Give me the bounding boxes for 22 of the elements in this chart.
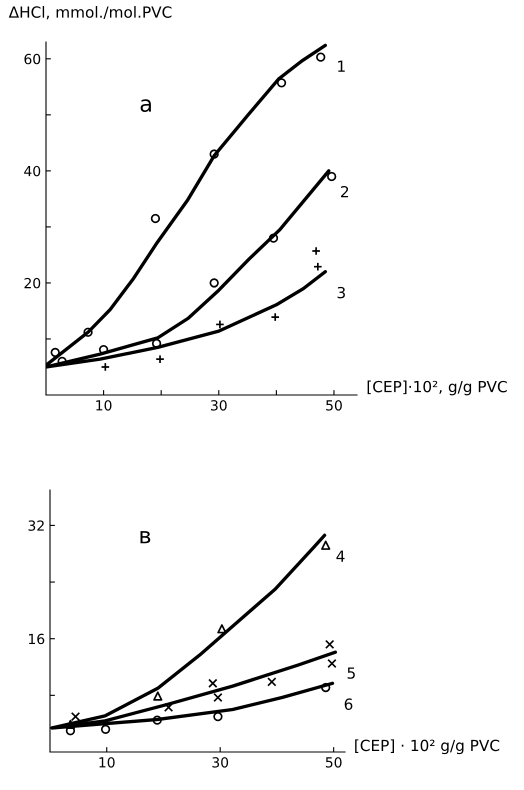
text: 5 xyxy=(348,667,355,679)
x-axis-title: [CEP] · 10² g/g PVC xyxy=(355,739,500,754)
y-tick-label: 16 xyxy=(28,634,44,644)
x-tick-label: 50 xyxy=(326,400,342,411)
annotation: a xyxy=(140,99,151,112)
y-tick-label: 20 xyxy=(24,278,40,288)
x-tick-label: 10 xyxy=(99,757,115,768)
annotation: 3 xyxy=(338,286,345,298)
x-axis-title: [CEP]·10², g/g PVC xyxy=(368,380,507,396)
y-tick-label: 40 xyxy=(24,166,40,176)
x-tick-label: 50 xyxy=(326,757,342,768)
y-axis-title: ΔHCl, mmol./mol.PVC xyxy=(8,6,172,20)
y-tick-label: 32 xyxy=(28,520,44,531)
annotation: 1 xyxy=(338,60,345,72)
y-tick-label: 60 xyxy=(24,54,40,64)
x-tick-label: 30 xyxy=(212,757,228,768)
annotation: 4 xyxy=(336,550,345,562)
x-tick-label: 30 xyxy=(211,400,227,411)
x-tick-label: 10 xyxy=(96,400,112,411)
annotation: в xyxy=(140,531,150,544)
annotation: 6 xyxy=(344,698,352,710)
annotation: 2 xyxy=(341,186,348,198)
